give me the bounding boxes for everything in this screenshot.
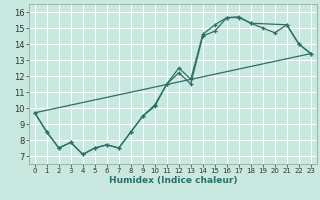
X-axis label: Humidex (Indice chaleur): Humidex (Indice chaleur) [108,176,237,185]
